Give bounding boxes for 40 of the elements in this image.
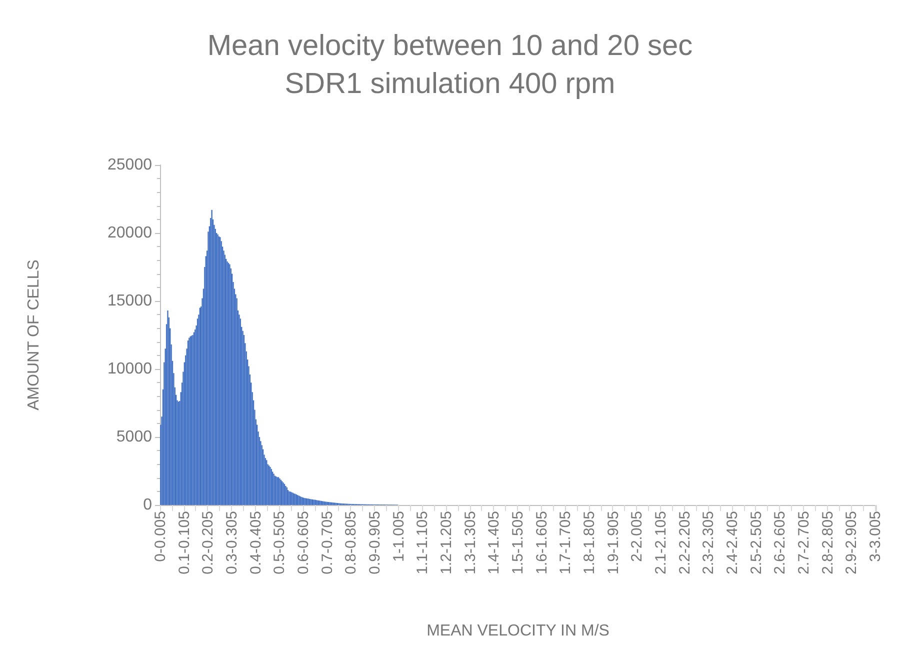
x-tick-label: 2.1-2.105 xyxy=(652,511,670,574)
y-tick-label: 5000 xyxy=(116,428,152,446)
x-tick-label: 0.6-0.605 xyxy=(295,511,312,574)
x-tick-label: 2.3-2.305 xyxy=(700,511,718,574)
y-tick-label: 0 xyxy=(143,496,152,514)
x-tick-label: 0.3-0.305 xyxy=(224,511,241,574)
x-tick-label: 0.5-0.505 xyxy=(271,511,288,574)
x-tick-label: 1.1-1.105 xyxy=(414,511,432,574)
x-tick-label: 1-1.005 xyxy=(390,511,408,562)
x-tick-label: 1.7-1.705 xyxy=(557,511,574,574)
x-tick-label: 1.8-1.805 xyxy=(580,511,598,574)
x-tick-label: 0.2-0.205 xyxy=(200,511,217,574)
x-tick-label: 1.3-1.305 xyxy=(462,511,479,574)
x-tick-label: 0.4-0.405 xyxy=(247,511,264,574)
x-tick-label: 0.1-0.105 xyxy=(176,511,193,574)
x-tick-label: 1.6-1.605 xyxy=(533,511,550,574)
y-tick-label: 20000 xyxy=(108,224,152,242)
chart-title: Mean velocity between 10 and 20 sec SDR1 simulation 400 rpm xyxy=(207,30,693,100)
x-tick-label: 2.6-2.605 xyxy=(772,511,789,574)
x-tick-label: 2.8-2.805 xyxy=(819,511,836,574)
y-tick-label: 25000 xyxy=(108,156,152,174)
x-tick-label: 1.5-1.505 xyxy=(510,511,526,574)
x-tick-label: 2.7-2.705 xyxy=(795,511,812,574)
x-tick-label: 2-2.005 xyxy=(628,511,646,562)
x-tick-label: 1.9-1.905 xyxy=(604,511,622,574)
x-tick-label: 2.5-2.505 xyxy=(748,511,765,574)
x-tick-label: 0-0.005 xyxy=(152,511,170,562)
y-axis-title: AMOUNT OF CELLS xyxy=(26,260,42,410)
x-tick-label: 0.7-0.705 xyxy=(318,511,336,574)
x-tick-label: 2.4-2.405 xyxy=(724,511,741,574)
x-tick-label: 2.2-2.205 xyxy=(676,511,694,574)
x-axis-title: MEAN VELOCITY IN M/S xyxy=(426,622,610,640)
x-tick-label: 0.9-0.905 xyxy=(366,511,384,574)
x-tick-label: 3-3.005 xyxy=(866,511,884,562)
y-tick-label: 15000 xyxy=(108,292,152,310)
x-tick-label: 1.4-1.405 xyxy=(486,511,503,574)
x-tick-label: 2.9-2.905 xyxy=(843,511,860,574)
y-tick-label: 10000 xyxy=(108,360,152,378)
x-tick-label: 0.8-0.805 xyxy=(342,511,360,574)
x-tick-label: 1.2-1.205 xyxy=(438,511,456,574)
